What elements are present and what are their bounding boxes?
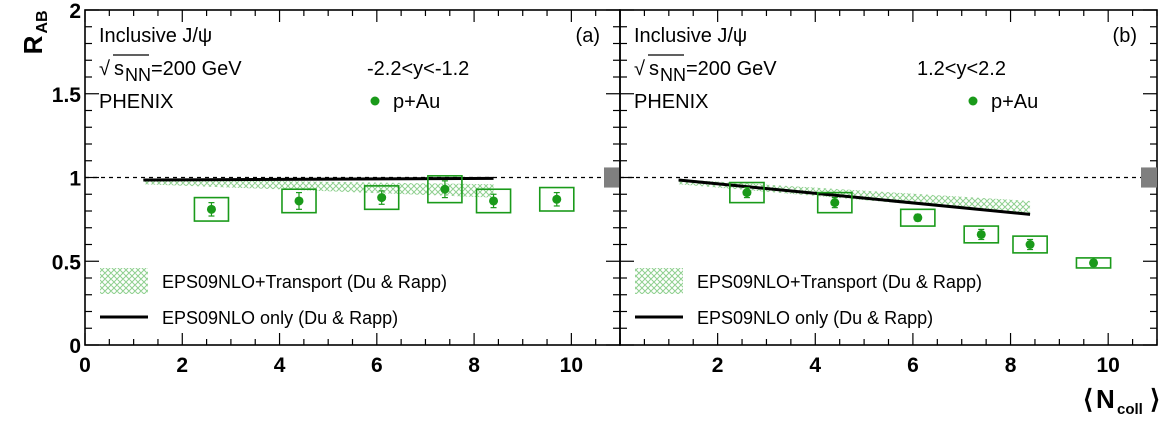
- x-tick-label: 10: [1097, 354, 1120, 377]
- energy-value: =200 GeV: [151, 58, 242, 80]
- legend-label-band: EPS09NLO+Transport (Du & Rapp): [697, 272, 982, 292]
- sqrt-symbol: √: [99, 58, 110, 80]
- panel-a: 0 2 4 6 8 10 0 0.5 1 1.5 2 Inclusive J/ψ √ s NN =200 Ge…: [52, 0, 621, 377]
- data-point: [830, 198, 840, 208]
- legend-swatch-band: [100, 268, 148, 294]
- legend-swatch-band: [635, 268, 683, 294]
- x-tick-label: 6: [907, 354, 919, 377]
- data-point: [742, 188, 752, 198]
- panel-tag: (b): [1113, 25, 1137, 47]
- systematic-box: [729, 181, 765, 204]
- x-tick-label: 4: [274, 354, 286, 377]
- x-axis-label: N: [1096, 384, 1115, 414]
- label-experiment: PHENIX: [99, 91, 173, 113]
- data-point: [1025, 240, 1035, 249]
- y-tick-label: 0: [69, 335, 81, 358]
- data-point: [976, 229, 986, 239]
- panel-tag: (a): [576, 25, 600, 47]
- rapidity-label: 1.2<y<2.2: [917, 58, 1006, 80]
- x-tick-label: 6: [371, 354, 383, 377]
- legend-label-line: EPS09NLO only (Du & Rapp): [162, 308, 398, 328]
- energy-value: =200 GeV: [686, 58, 777, 80]
- model-line-eps09: [678, 178, 1031, 216]
- energy-s: s: [114, 58, 124, 80]
- y-axis-label: R: [18, 35, 48, 54]
- y-tick-label: 0.5: [52, 251, 82, 274]
- x-tick-label: 2: [176, 354, 188, 377]
- legend-label-line: EPS09NLO only (Du & Rapp): [697, 308, 933, 328]
- x-tick-label: 0: [79, 354, 91, 377]
- label-inclusive-jpsi: Inclusive J/ψ: [634, 25, 747, 47]
- panel-b: 2 4 6 8 10 Inclusive J/ψ √ s NN =200 GeV PHENIX (b)…: [619, 9, 1158, 377]
- label-experiment: PHENIX: [634, 91, 708, 113]
- y-tick-label: 1.5: [52, 84, 82, 107]
- data-point: [552, 194, 562, 204]
- systematic-box: [899, 208, 936, 227]
- systematic-box: [816, 191, 853, 214]
- systematic-box: [193, 196, 230, 222]
- label-inclusive-jpsi: Inclusive J/ψ: [99, 25, 212, 47]
- systematic-box: [538, 186, 575, 212]
- x-axis-label-right-bracket: ⟩: [1150, 384, 1160, 414]
- x-tick-label: 8: [468, 354, 480, 377]
- data-point: [913, 213, 923, 223]
- model-line-eps09: [143, 176, 494, 182]
- energy-subscript: NN: [660, 65, 686, 85]
- global-uncertainty-box: [1141, 167, 1157, 188]
- legend-marker-pau: [968, 96, 978, 106]
- systematic-box: [363, 185, 400, 211]
- data-point: [206, 204, 216, 214]
- data-point: [1089, 258, 1099, 268]
- x-tick-label: 10: [560, 354, 583, 377]
- legend-marker-pau: [370, 96, 380, 106]
- x-axis-title: ⟨ N coll ⟩: [1083, 384, 1160, 418]
- systematic-box: [1012, 235, 1048, 254]
- x-axis-label-subscript: coll: [1117, 401, 1143, 418]
- x-axis-label-left-bracket: ⟨: [1083, 384, 1093, 414]
- energy-subscript: NN: [125, 65, 151, 85]
- data-point: [489, 196, 499, 206]
- global-uncertainty-box: [604, 167, 620, 188]
- systematic-box: [427, 175, 463, 204]
- energy-s: s: [649, 58, 659, 80]
- systematic-box: [1075, 257, 1112, 269]
- systematic-box: [475, 188, 512, 214]
- data-point: [440, 184, 450, 194]
- legend-label-pau: p+Au: [393, 91, 440, 113]
- model-band-transport: [143, 179, 494, 198]
- y-tick-label: 1: [69, 168, 81, 191]
- y-axis-label-subscript: AB: [34, 10, 51, 33]
- x-tick-label: 4: [809, 354, 821, 377]
- systematic-box: [281, 188, 317, 214]
- sqrt-symbol: √: [634, 58, 645, 80]
- systematic-box: [963, 225, 1000, 244]
- legend-label-band: EPS09NLO+Transport (Du & Rapp): [162, 272, 447, 292]
- legend-label-pau: p+Au: [991, 91, 1038, 113]
- data-point: [377, 193, 387, 203]
- rapidity-label: -2.2<y<-1.2: [367, 58, 469, 80]
- x-tick-label: 2: [712, 354, 724, 377]
- x-tick-label: 8: [1005, 354, 1017, 377]
- data-point: [294, 196, 304, 206]
- y-axis-title: R AB: [18, 10, 51, 54]
- y-tick-label: 2: [69, 0, 81, 23]
